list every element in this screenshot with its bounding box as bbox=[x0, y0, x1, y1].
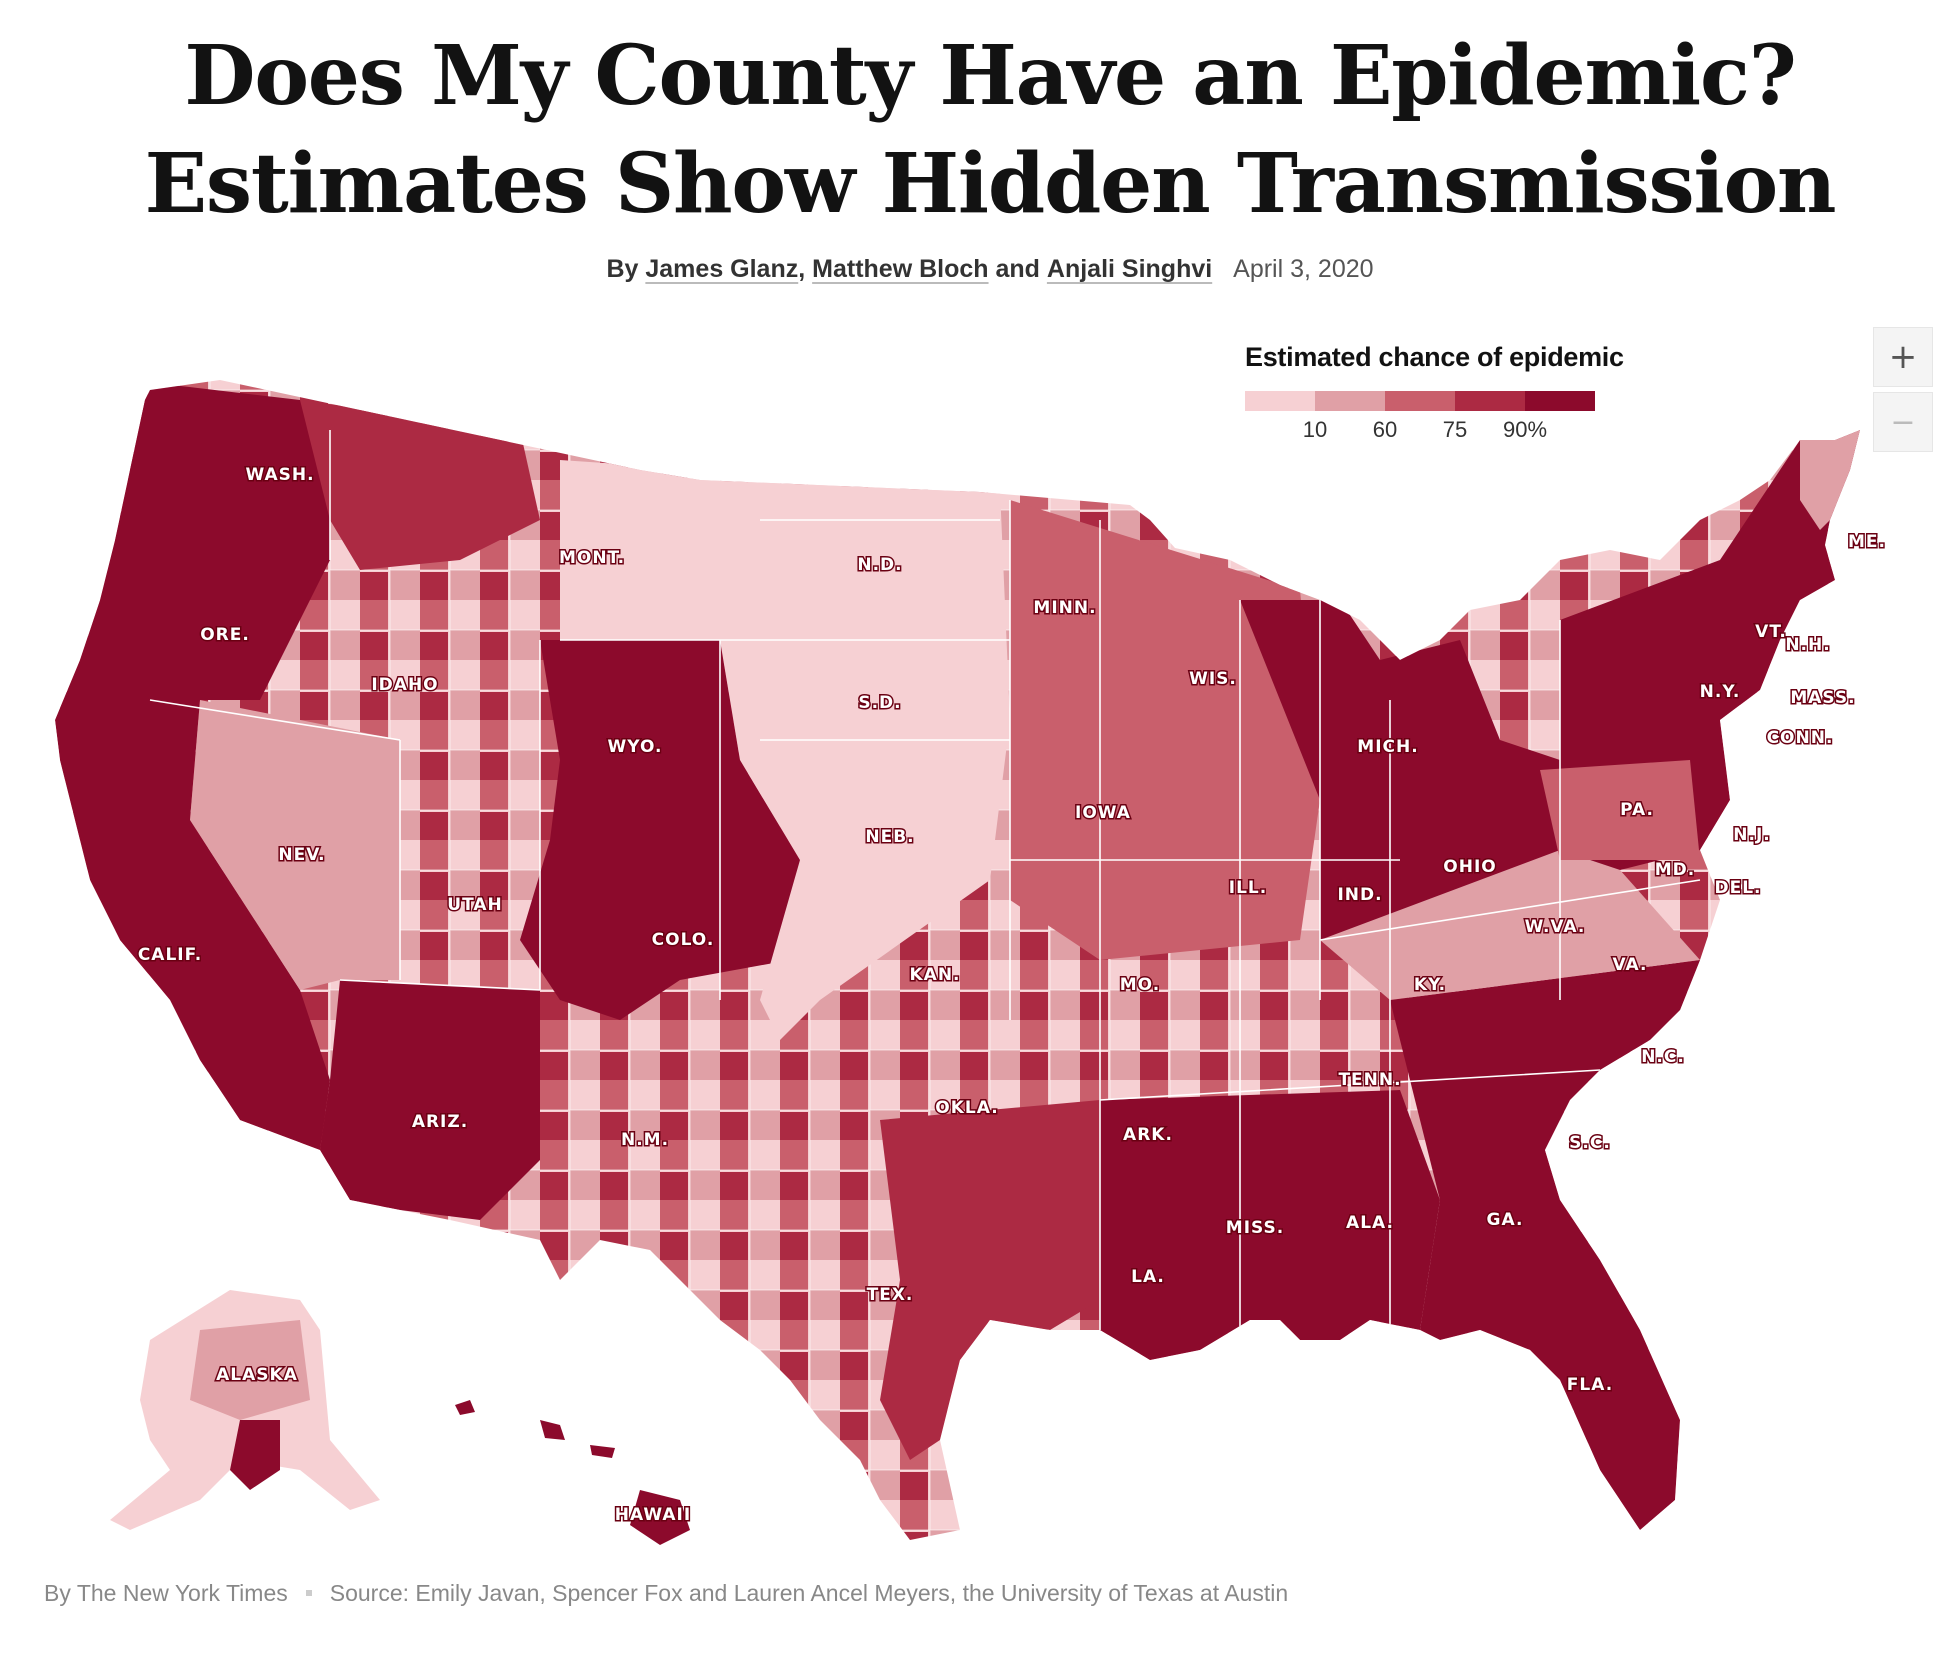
byline-comma: , bbox=[798, 255, 806, 283]
label-calif: CALIF. bbox=[138, 945, 202, 965]
label-wva: W.VA. bbox=[1525, 917, 1586, 937]
label-mich: MICH. bbox=[1357, 737, 1418, 757]
legend-ticks: 10 60 75 90% bbox=[1245, 417, 1624, 447]
hawaii bbox=[455, 1400, 690, 1545]
label-tenn: TENN. bbox=[1338, 1070, 1401, 1090]
label-ark: ARK. bbox=[1123, 1125, 1173, 1145]
label-ill: ILL. bbox=[1229, 878, 1267, 898]
label-vt: VT. bbox=[1755, 622, 1787, 642]
label-ore: ORE. bbox=[200, 625, 250, 645]
label-pa: PA. bbox=[1620, 800, 1654, 820]
legend-swatch-1 bbox=[1245, 391, 1315, 411]
label-utah: UTAH bbox=[447, 895, 502, 915]
state-labels: WASH. ORE. CALIF. IDAHO NEV. MONT. WYO. … bbox=[136, 464, 1886, 1527]
legend-color-bar bbox=[1245, 391, 1624, 411]
footer-separator bbox=[305, 1589, 312, 1596]
arizona-region bbox=[320, 980, 540, 1220]
author-link-2[interactable]: Matthew Bloch bbox=[812, 255, 989, 283]
gulf-coast-region bbox=[1100, 1090, 1440, 1360]
headline: Does My County Have an Epidemic? Estimat… bbox=[0, 22, 1954, 238]
publish-date: April 3, 2020 bbox=[1233, 255, 1374, 283]
maine-region bbox=[1800, 430, 1860, 530]
label-la: LA. bbox=[1131, 1267, 1165, 1287]
label-ohio: OHIO bbox=[1443, 857, 1496, 877]
label-ind: IND. bbox=[1337, 885, 1382, 905]
label-nj: N.J. bbox=[1733, 825, 1770, 845]
source-text: Source: Emily Javan, Spencer Fox and Lau… bbox=[329, 1580, 1289, 1606]
wyoming-colorado-region bbox=[520, 640, 800, 1020]
legend-tick-90: 90% bbox=[1502, 417, 1548, 442]
legend-title: Estimated chance of epidemic bbox=[1245, 342, 1624, 372]
label-ariz: ARIZ. bbox=[412, 1112, 468, 1132]
label-wash: WASH. bbox=[245, 465, 314, 485]
southeast-region bbox=[1390, 960, 1720, 1530]
legend-swatch-3 bbox=[1385, 391, 1455, 411]
label-neb: NEB. bbox=[865, 827, 914, 847]
label-nev: NEV. bbox=[278, 845, 325, 865]
texas-east-region bbox=[880, 1100, 1100, 1460]
headline-line-1: Does My County Have an Epidemic? bbox=[184, 28, 1796, 124]
label-mass: MASS. bbox=[1790, 688, 1855, 708]
author-link-1[interactable]: James Glanz bbox=[645, 255, 799, 283]
label-nh: N.H. bbox=[1785, 635, 1830, 655]
west-coast-region bbox=[55, 380, 330, 1150]
credit-text: By The New York Times bbox=[44, 1580, 288, 1606]
label-del: DEL. bbox=[1714, 878, 1761, 898]
label-me: ME. bbox=[1848, 532, 1886, 552]
label-sd: S.D. bbox=[858, 693, 901, 713]
plains-region bbox=[560, 460, 1010, 1040]
label-mo: MO. bbox=[1120, 975, 1160, 995]
legend-swatch-4 bbox=[1455, 391, 1525, 411]
legend-tick-75: 75 bbox=[1442, 417, 1468, 442]
label-conn: CONN. bbox=[1767, 728, 1834, 748]
label-minn: MINN. bbox=[1033, 598, 1096, 618]
nevada-utah-region bbox=[190, 700, 400, 990]
label-fla: FLA. bbox=[1567, 1375, 1613, 1395]
label-sc: S.C. bbox=[1569, 1133, 1611, 1153]
legend-swatch-2 bbox=[1315, 391, 1385, 411]
appalachia-region bbox=[1320, 850, 1700, 1000]
label-wis: WIS. bbox=[1189, 669, 1237, 689]
pennsylvania-region bbox=[1540, 760, 1700, 860]
byline: By James Glanz, Matthew Bloch and Anjali… bbox=[0, 255, 1954, 284]
label-va: VA. bbox=[1613, 955, 1648, 975]
label-hawaii: HAWAII bbox=[615, 1505, 691, 1525]
label-okla: OKLA. bbox=[935, 1098, 998, 1118]
label-ky: KY. bbox=[1414, 975, 1446, 995]
state-borders bbox=[149, 430, 1701, 1330]
label-ny: N.Y. bbox=[1700, 682, 1741, 702]
legend-swatch-5 bbox=[1525, 391, 1595, 411]
label-iowa: IOWA bbox=[1075, 803, 1131, 823]
label-kan: KAN. bbox=[909, 965, 960, 985]
byline-by: By bbox=[606, 255, 639, 283]
legend-tick-10: 10 bbox=[1302, 417, 1328, 442]
choropleth-map[interactable]: WASH. ORE. CALIF. IDAHO NEV. MONT. WYO. … bbox=[0, 360, 1954, 1560]
label-ala: ALA. bbox=[1346, 1213, 1394, 1233]
alaska bbox=[110, 1290, 380, 1530]
label-md: MD. bbox=[1655, 860, 1696, 880]
zoom-in-button[interactable]: + bbox=[1873, 327, 1933, 387]
label-idaho: IDAHO bbox=[371, 675, 438, 695]
label-wyo: WYO. bbox=[608, 737, 663, 757]
zoom-out-button[interactable]: − bbox=[1873, 392, 1933, 452]
label-miss: MISS. bbox=[1226, 1218, 1284, 1238]
northeast-region bbox=[1560, 430, 1860, 870]
label-ga: GA. bbox=[1487, 1210, 1524, 1230]
headline-line-2: Estimates Show Hidden Transmission bbox=[144, 136, 1837, 232]
washington-idaho-region bbox=[300, 400, 540, 570]
label-nc: N.C. bbox=[1641, 1047, 1685, 1067]
midwest-region bbox=[1010, 500, 1320, 960]
label-alaska: ALASKA bbox=[216, 1365, 298, 1385]
label-nd: N.D. bbox=[857, 555, 902, 575]
label-nm: N.M. bbox=[621, 1130, 669, 1150]
label-colo: COLO. bbox=[652, 930, 715, 950]
label-tex: TEX. bbox=[867, 1285, 914, 1305]
author-link-3[interactable]: Anjali Singhvi bbox=[1046, 255, 1213, 283]
label-mont: MONT. bbox=[559, 548, 625, 568]
byline-and: and bbox=[995, 255, 1040, 283]
footer: By The New York Times Source: Emily Javan… bbox=[44, 1580, 1288, 1607]
legend: Estimated chance of epidemic 10 60 75 90… bbox=[1245, 342, 1624, 447]
legend-tick-60: 60 bbox=[1372, 417, 1398, 442]
